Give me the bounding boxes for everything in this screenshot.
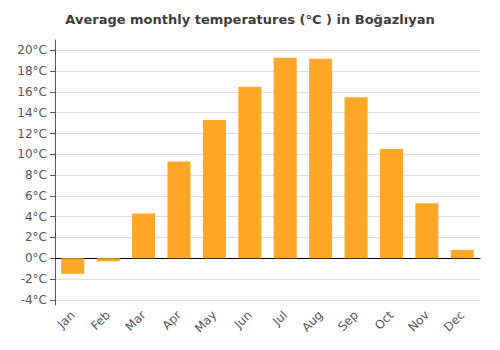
svg-text:Oct: Oct	[372, 308, 397, 333]
svg-text:12°C: 12°C	[17, 127, 47, 141]
svg-text:8°C: 8°C	[25, 168, 47, 182]
svg-text:16°C: 16°C	[17, 85, 47, 99]
svg-text:Jun: Jun	[231, 308, 255, 332]
svg-text:14°C: 14°C	[17, 106, 47, 120]
svg-text:Aug: Aug	[299, 308, 325, 334]
svg-text:Jul: Jul	[269, 308, 290, 329]
svg-text:Nov: Nov	[405, 308, 431, 334]
svg-text:Jan: Jan	[54, 308, 78, 332]
svg-text:-4°C: -4°C	[21, 293, 47, 307]
svg-text:6°C: 6°C	[25, 189, 47, 203]
svg-text:18°C: 18°C	[17, 64, 47, 78]
svg-text:Feb: Feb	[88, 308, 113, 333]
svg-text:4°C: 4°C	[25, 210, 47, 224]
svg-text:2°C: 2°C	[25, 230, 47, 244]
svg-text:Dec: Dec	[441, 308, 467, 334]
svg-text:0°C: 0°C	[25, 251, 47, 265]
svg-text:10°C: 10°C	[17, 147, 47, 161]
svg-text:Average monthly temperatures (: Average monthly temperatures (°C ) in Bo…	[65, 12, 434, 27]
svg-text:Sep: Sep	[335, 308, 361, 334]
svg-text:May: May	[192, 308, 219, 335]
svg-text:-2°C: -2°C	[21, 272, 47, 286]
svg-text:Apr: Apr	[159, 308, 184, 333]
svg-text:20°C: 20°C	[17, 43, 47, 57]
svg-text:Mar: Mar	[123, 308, 149, 334]
